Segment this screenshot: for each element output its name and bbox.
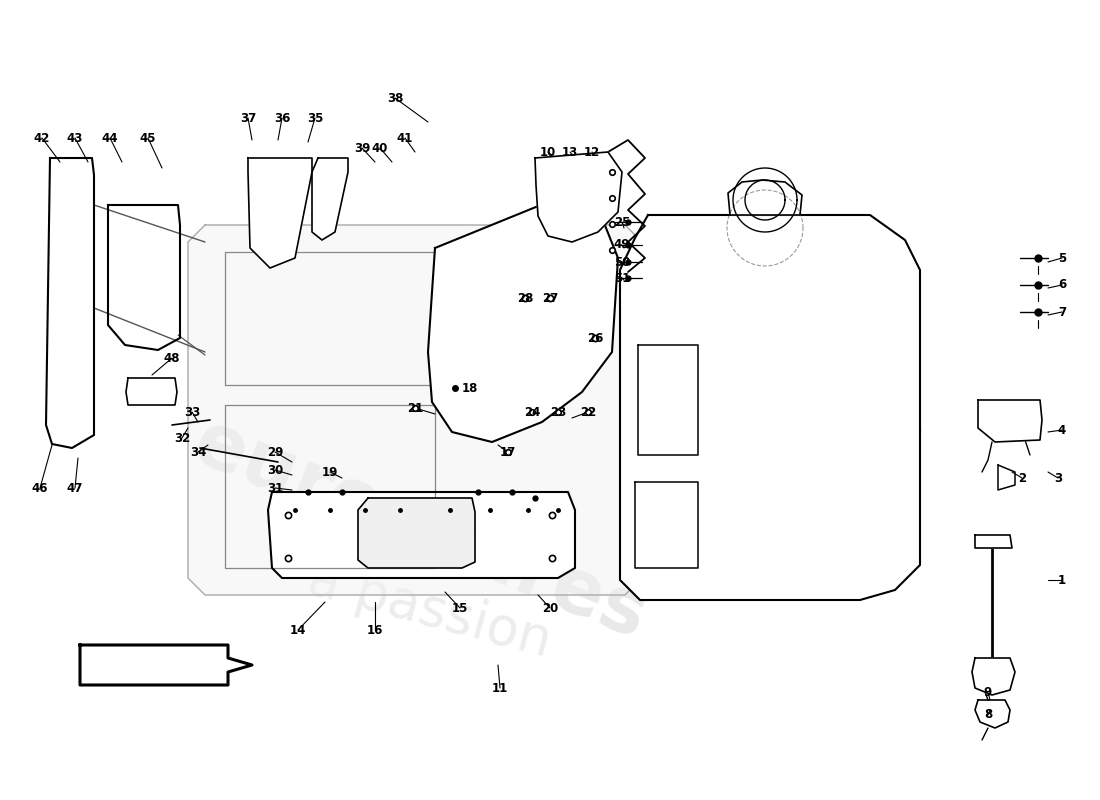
Text: 42: 42 [34,131,51,145]
Text: 47: 47 [67,482,84,494]
Text: 6: 6 [1058,278,1066,291]
Text: 11: 11 [492,682,508,694]
Text: 29: 29 [267,446,283,458]
Polygon shape [188,225,642,595]
Polygon shape [728,180,802,215]
Text: 32: 32 [174,431,190,445]
Text: 16: 16 [366,623,383,637]
Text: 36: 36 [274,111,290,125]
Text: 37: 37 [240,111,256,125]
Text: 9: 9 [983,686,992,698]
Text: 12: 12 [584,146,601,158]
Text: 7: 7 [1058,306,1066,318]
Text: 19: 19 [322,466,338,478]
Polygon shape [620,215,920,600]
Text: 13: 13 [562,146,579,158]
Text: 41: 41 [397,131,414,145]
Text: 45: 45 [140,131,156,145]
Text: 2: 2 [1018,471,1026,485]
Text: since: since [758,272,843,328]
Text: 48: 48 [164,351,180,365]
Text: 20: 20 [542,602,558,614]
Text: 44: 44 [101,131,119,145]
Text: 35: 35 [307,111,323,125]
Text: 30: 30 [267,463,283,477]
Text: 28: 28 [517,291,534,305]
Text: 46: 46 [32,482,48,494]
Polygon shape [80,645,252,685]
Polygon shape [46,158,94,448]
Text: 27: 27 [542,291,558,305]
Text: 4: 4 [1058,423,1066,437]
Polygon shape [535,152,622,242]
Polygon shape [972,658,1015,695]
Text: 10: 10 [540,146,557,158]
Polygon shape [312,158,348,240]
Text: 26: 26 [586,331,603,345]
Text: 18: 18 [462,382,478,394]
Text: 40: 40 [372,142,388,154]
Text: 49: 49 [614,238,630,251]
Polygon shape [268,492,575,578]
Text: 1: 1 [1058,574,1066,586]
Polygon shape [428,198,618,442]
Text: 5: 5 [1058,251,1066,265]
Text: 51: 51 [614,271,630,285]
Polygon shape [108,205,180,350]
Text: 1985: 1985 [667,342,933,518]
Polygon shape [358,498,475,568]
Text: 24: 24 [524,406,540,418]
Text: 8: 8 [983,709,992,722]
Text: 43: 43 [67,131,84,145]
Text: 15: 15 [452,602,469,614]
Text: 31: 31 [267,482,283,494]
Text: 50: 50 [614,255,630,269]
Text: eurospares: eurospares [183,406,658,654]
Text: 22: 22 [580,406,596,418]
Text: 3: 3 [1054,471,1063,485]
Text: 21: 21 [407,402,424,414]
Text: 23: 23 [550,406,566,418]
Polygon shape [126,378,177,405]
Text: 25: 25 [614,215,630,229]
Text: 14: 14 [289,623,306,637]
Text: 38: 38 [387,91,404,105]
Polygon shape [978,400,1042,442]
Text: 39: 39 [354,142,371,154]
Polygon shape [248,158,312,268]
Text: 34: 34 [190,446,206,458]
Text: a passion: a passion [302,553,558,667]
Text: 17: 17 [499,446,516,458]
Polygon shape [975,535,1012,548]
Text: 33: 33 [184,406,200,418]
